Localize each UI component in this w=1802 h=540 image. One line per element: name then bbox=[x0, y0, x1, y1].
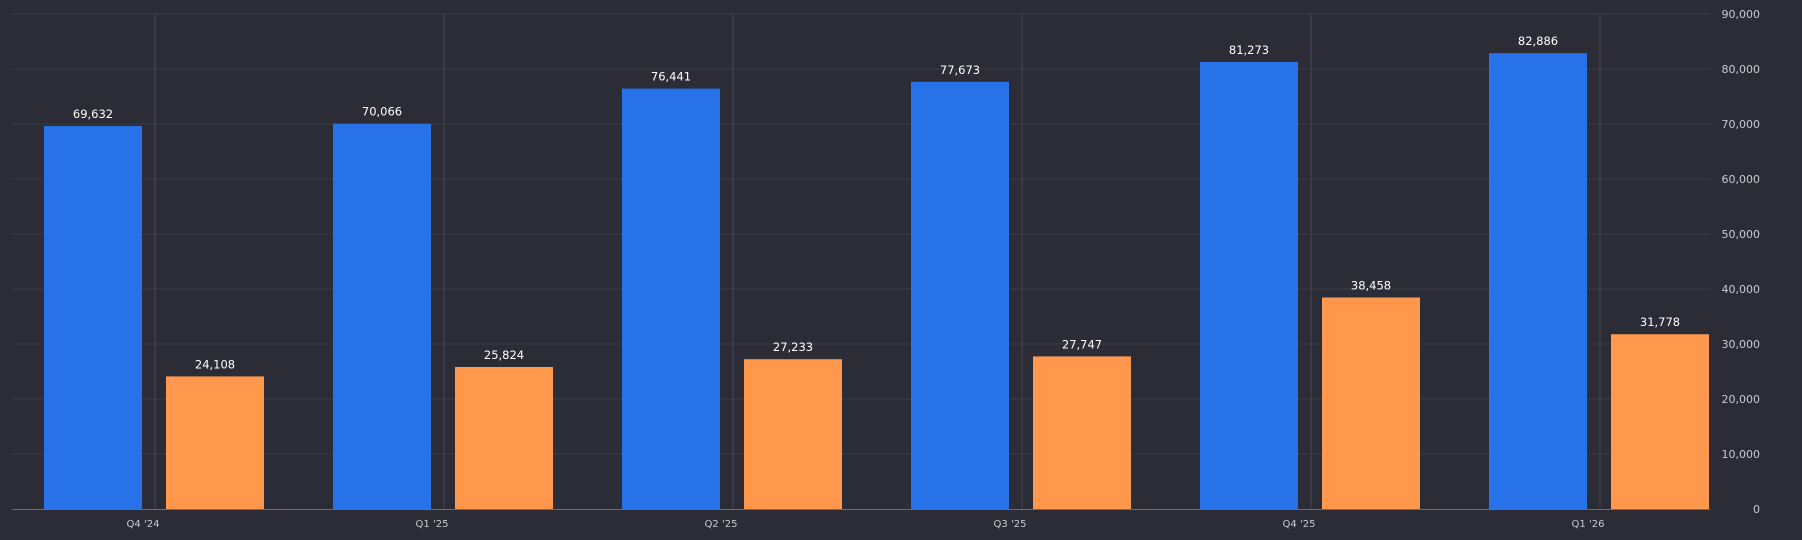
x-tick-label: Q1 '26 bbox=[1572, 519, 1605, 530]
y-tick-label: 40,000 bbox=[1722, 283, 1761, 296]
bar[interactable] bbox=[166, 376, 264, 509]
grid bbox=[12, 13, 1710, 509]
x-tick-label: Q2 '25 bbox=[705, 519, 738, 530]
bar[interactable] bbox=[1322, 297, 1420, 509]
data-label: 31,778 bbox=[1640, 315, 1680, 329]
bar[interactable] bbox=[1033, 356, 1131, 509]
data-label: 25,824 bbox=[484, 348, 524, 362]
y-tick-label: 90,000 bbox=[1722, 8, 1761, 21]
data-label: 82,886 bbox=[1518, 34, 1558, 48]
y-tick-label: 70,000 bbox=[1722, 118, 1761, 131]
bar[interactable] bbox=[911, 81, 1009, 510]
data-label: 76,441 bbox=[651, 70, 691, 84]
data-label: 24,108 bbox=[195, 357, 235, 371]
y-tick-label: 50,000 bbox=[1722, 228, 1761, 241]
x-tick-label: Q1 '25 bbox=[416, 519, 449, 530]
x-tick-label: Q4 '25 bbox=[1283, 519, 1316, 530]
data-label: 69,632 bbox=[73, 107, 113, 121]
y-tick-label: 20,000 bbox=[1722, 393, 1761, 406]
y-tick-label: 60,000 bbox=[1722, 173, 1761, 186]
bar[interactable] bbox=[1489, 53, 1587, 509]
y-tick-label: 80,000 bbox=[1722, 63, 1761, 76]
bar[interactable] bbox=[455, 366, 553, 509]
data-label: 27,233 bbox=[773, 340, 813, 354]
bar[interactable] bbox=[744, 359, 842, 509]
x-tick-label: Q4 '24 bbox=[127, 519, 160, 530]
y-tick-label: 0 bbox=[1753, 503, 1760, 516]
data-label: 81,273 bbox=[1229, 43, 1269, 57]
data-label: 77,673 bbox=[940, 63, 980, 77]
data-label: 38,458 bbox=[1351, 278, 1391, 292]
bar[interactable] bbox=[1200, 61, 1298, 509]
bars bbox=[44, 53, 1709, 510]
bar[interactable] bbox=[333, 123, 431, 510]
bar[interactable] bbox=[622, 88, 720, 510]
y-tick-label: 10,000 bbox=[1722, 448, 1761, 461]
y-tick-label: 30,000 bbox=[1722, 338, 1761, 351]
x-tick-label: Q3 '25 bbox=[994, 519, 1027, 530]
data-label: 27,747 bbox=[1062, 337, 1102, 351]
data-label: 70,066 bbox=[362, 105, 402, 119]
bar[interactable] bbox=[44, 126, 142, 510]
bar[interactable] bbox=[1611, 334, 1709, 509]
